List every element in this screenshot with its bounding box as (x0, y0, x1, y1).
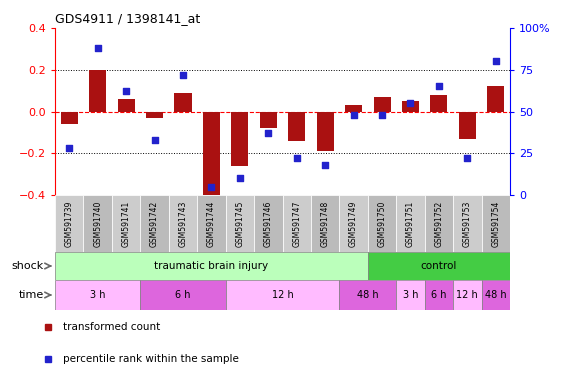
Text: GSM591748: GSM591748 (321, 200, 329, 247)
Bar (55, 280, 140, 310)
Text: percentile rank within the sample: percentile rank within the sample (63, 354, 239, 364)
Bar (254, 195, 283, 252)
Bar (203, 111, 220, 197)
Point (406, 100, 415, 106)
Text: GSM591750: GSM591750 (377, 200, 387, 247)
Point (491, 58, 500, 65)
Bar (311, 195, 339, 252)
Bar (260, 111, 277, 128)
Bar (55, 252, 368, 280)
Bar (174, 93, 191, 111)
Text: GSM591743: GSM591743 (179, 200, 187, 247)
Point (463, 155, 472, 161)
Text: 6 h: 6 h (175, 290, 191, 300)
Bar (283, 195, 311, 252)
Text: GSM591741: GSM591741 (122, 200, 131, 247)
Bar (83, 195, 112, 252)
Bar (197, 195, 226, 252)
Bar (226, 195, 254, 252)
Point (122, 88, 131, 94)
Point (207, 184, 216, 190)
Text: time: time (18, 290, 43, 300)
Bar (118, 99, 135, 111)
Text: GSM591752: GSM591752 (435, 200, 444, 247)
Point (349, 112, 358, 118)
Text: control: control (421, 261, 457, 271)
Bar (226, 280, 339, 310)
Point (435, 83, 444, 89)
Bar (459, 111, 476, 139)
Bar (431, 95, 448, 111)
Text: GSM591746: GSM591746 (264, 200, 273, 247)
Point (178, 72, 187, 78)
Bar (345, 105, 362, 111)
Point (377, 112, 387, 118)
Point (320, 162, 329, 168)
Text: GSM591739: GSM591739 (65, 200, 74, 247)
Text: GSM591745: GSM591745 (235, 200, 244, 247)
Text: traumatic brain injury: traumatic brain injury (154, 261, 268, 271)
Bar (146, 111, 163, 118)
Point (292, 155, 301, 161)
Point (264, 130, 273, 136)
Text: GSM591753: GSM591753 (463, 200, 472, 247)
Bar (481, 280, 510, 310)
Text: shock: shock (11, 261, 43, 271)
Bar (396, 195, 425, 252)
Bar (373, 97, 391, 111)
Bar (368, 252, 510, 280)
Text: GSM591754: GSM591754 (491, 200, 500, 247)
Bar (169, 195, 197, 252)
Bar (288, 111, 305, 141)
Text: GSM591742: GSM591742 (150, 200, 159, 247)
Text: GSM591740: GSM591740 (93, 200, 102, 247)
Text: 48 h: 48 h (357, 290, 379, 300)
Bar (396, 280, 425, 310)
Text: 48 h: 48 h (485, 290, 506, 300)
Text: 12 h: 12 h (456, 290, 478, 300)
Bar (140, 280, 226, 310)
Text: 6 h: 6 h (431, 290, 447, 300)
Text: GDS4911 / 1398141_at: GDS4911 / 1398141_at (55, 12, 200, 25)
Bar (89, 70, 106, 111)
Text: GSM591747: GSM591747 (292, 200, 301, 247)
Point (235, 175, 244, 181)
Text: 3 h: 3 h (90, 290, 106, 300)
Text: GSM591744: GSM591744 (207, 200, 216, 247)
Bar (402, 101, 419, 111)
Bar (112, 195, 140, 252)
Bar (453, 280, 481, 310)
Bar (425, 195, 453, 252)
Bar (339, 195, 368, 252)
Bar (231, 111, 248, 166)
Bar (487, 86, 504, 111)
Bar (481, 195, 510, 252)
Bar (317, 111, 333, 151)
Point (65, 145, 74, 151)
Bar (368, 195, 396, 252)
Bar (453, 195, 481, 252)
Bar (61, 111, 78, 124)
Text: GSM591751: GSM591751 (406, 200, 415, 247)
Text: transformed count: transformed count (63, 322, 160, 332)
Point (150, 137, 159, 143)
Text: GSM591749: GSM591749 (349, 200, 358, 247)
Text: 12 h: 12 h (272, 290, 293, 300)
Point (93, 45, 102, 51)
Bar (140, 195, 169, 252)
Bar (55, 195, 83, 252)
Text: 3 h: 3 h (403, 290, 418, 300)
Bar (425, 280, 453, 310)
Bar (339, 280, 396, 310)
